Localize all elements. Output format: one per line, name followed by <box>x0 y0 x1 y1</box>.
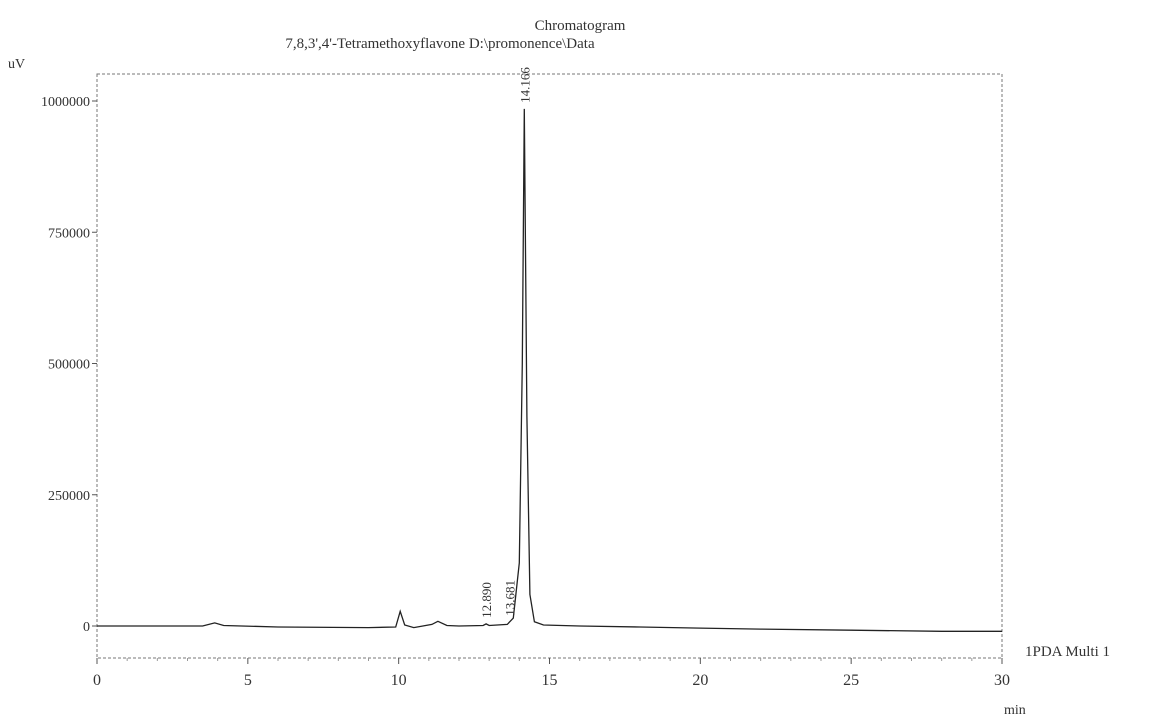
peak-label: 13.681 <box>503 580 518 616</box>
y-tick-label: 1000000 <box>41 95 90 110</box>
legend-label: 1PDA Multi 1 <box>1025 644 1110 660</box>
x-tick-label: 25 <box>843 672 859 689</box>
y-tick-label: 500000 <box>48 358 90 373</box>
chart-title: Chromatogram <box>535 18 626 34</box>
plot-frame <box>96 73 1003 659</box>
x-tick-label: 5 <box>244 672 252 689</box>
chart-subtitle: 7,8,3',4'-Tetramethoxyflavone D:\promone… <box>285 36 595 52</box>
x-axis-label: min <box>1004 703 1026 718</box>
y-axis-label: uV <box>8 57 25 72</box>
series-line <box>97 108 1002 632</box>
x-tick-label: 10 <box>391 672 407 689</box>
y-tick-label: 750000 <box>48 226 90 241</box>
peak-label: 14.166 <box>517 67 532 103</box>
x-tick-label: 15 <box>542 672 558 689</box>
peak-label: 12.890 <box>479 582 494 618</box>
x-tick-label: 0 <box>93 672 101 689</box>
y-tick-label: 0 <box>83 620 90 635</box>
x-tick-label: 20 <box>692 672 708 689</box>
x-tick-label: 30 <box>994 672 1010 689</box>
y-tick-label: 250000 <box>48 489 90 504</box>
